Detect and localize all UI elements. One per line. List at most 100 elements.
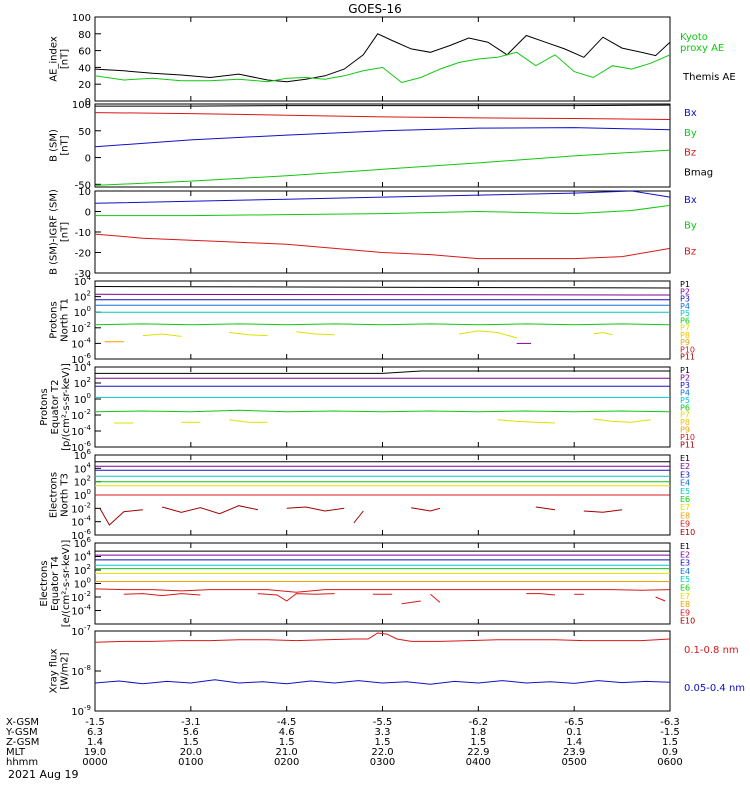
y-tick-label: 104 [74, 461, 92, 475]
legend-entry: Bx [684, 108, 697, 119]
series-fragment [123, 593, 201, 597]
series-line [95, 409, 670, 413]
ephemeris-value: 1.4 [87, 737, 103, 748]
channel-label: E3 [680, 470, 690, 479]
ephemeris-value: 20.0 [180, 747, 202, 758]
ephemeris-value: 1.4 [566, 737, 582, 748]
y-tick-label: 40 [78, 63, 91, 74]
channel-label: P4 [680, 302, 690, 311]
legend-entry: Bz [684, 246, 696, 257]
y-axis-label: North T1 [60, 298, 71, 342]
y-axis-label: [W/m2] [60, 652, 71, 689]
y-axis-label: Equator T4 [50, 556, 61, 611]
series-line [95, 204, 670, 217]
ephemeris-value: -6.5 [564, 717, 584, 728]
series-line [95, 323, 670, 326]
y-tick-label: -50 [75, 180, 91, 191]
channel-label: E7 [680, 503, 690, 512]
y-tick-label: 102 [74, 376, 91, 390]
y-axis-label: [e/(cm²-s-sr-keV)] [61, 540, 72, 628]
series-line [95, 679, 670, 685]
channel-label: P8 [680, 418, 690, 427]
ephemeris-value: 22.0 [371, 747, 393, 758]
series-line [95, 112, 670, 120]
panel-3: -30 -20 -10 0 10 B (SM)-IGRF (SM) [nT] Bx By Bz [49, 187, 697, 280]
y-tick-label: 106 [74, 536, 92, 550]
ephemeris-value: 1.5 [183, 737, 199, 748]
channel-label: P1 [680, 366, 690, 375]
series-fragment [459, 330, 517, 339]
legend-entry: Themis AE [682, 72, 736, 83]
y-tick-label: 100 [72, 13, 91, 24]
ephemeris-value: 3.3 [375, 727, 391, 738]
y-axis-label: Electrons [39, 560, 50, 606]
panel-frame [94, 16, 671, 102]
channel-label: E8 [680, 600, 690, 609]
ephemeris-value: 22.9 [467, 747, 489, 758]
y-tick-label: 100 [74, 392, 91, 406]
series-line [95, 104, 670, 107]
ephemeris-value: -4.5 [277, 717, 297, 728]
series-line [95, 632, 670, 643]
channel-label: P6 [680, 403, 690, 412]
legend-entry: Kyoto [680, 32, 708, 43]
series-fragment [257, 593, 335, 602]
plot-area [95, 550, 670, 605]
panel-frame [94, 630, 671, 712]
series-line [95, 293, 670, 296]
panel-frame [94, 280, 671, 360]
y-tick-label: 102 [74, 290, 91, 304]
y-tick-label: -30 [75, 269, 91, 280]
y-tick-label: 10-4 [71, 515, 91, 529]
channel-label: P11 [680, 353, 695, 362]
panel-frame [94, 190, 671, 274]
y-tick-label: 10-2 [71, 408, 91, 422]
channel-label: E1 [680, 542, 690, 551]
series-line [95, 51, 670, 84]
channel-label: P7 [680, 411, 690, 420]
plot-area [95, 286, 670, 344]
series-line [95, 149, 670, 186]
y-tick-label: 10-2 [71, 590, 91, 604]
y-tick-label: -20 [75, 249, 91, 260]
channel-label: E10 [680, 528, 695, 537]
y-tick-label: 100 [72, 100, 91, 111]
plot-area [95, 632, 670, 685]
ephemeris-value: 23.9 [563, 747, 585, 758]
legend-entry: 0.05-0.4 nm [684, 683, 745, 694]
series-fragment [593, 418, 651, 423]
channel-label: P10 [680, 433, 695, 442]
ephemeris-value: 1.5 [470, 737, 486, 748]
channel-label: E7 [680, 592, 690, 601]
series-fragment [526, 593, 556, 596]
series-fragment [411, 507, 441, 512]
ephemeris-value: 0600 [657, 757, 682, 768]
series-line [95, 370, 670, 374]
channel-label: E4 [680, 479, 690, 488]
channel-label: E5 [680, 575, 690, 584]
series-line [95, 286, 670, 289]
series-fragment [401, 600, 421, 605]
y-tick-label: 10-4 [71, 424, 91, 438]
y-tick-label: 20 [78, 80, 91, 91]
series-fragment [583, 509, 623, 513]
y-tick-label: 106 [74, 448, 92, 462]
channel-label: P3 [680, 295, 690, 304]
panel-frame [94, 366, 671, 448]
legend-entry: Bz [684, 148, 696, 159]
y-tick-label: 50 [78, 127, 91, 138]
legend-entry: By [684, 128, 697, 139]
y-axis-label: [nT] [60, 49, 71, 69]
legend-entry: proxy AE [680, 43, 724, 54]
series-line [95, 33, 670, 83]
y-tick-label: 100 [74, 305, 91, 319]
y-tick-label: 104 [74, 550, 92, 564]
series-fragment [535, 506, 556, 511]
y-tick-label: 60 [78, 47, 91, 58]
y-tick-label: 102 [74, 475, 91, 489]
channel-label: E9 [680, 520, 690, 529]
